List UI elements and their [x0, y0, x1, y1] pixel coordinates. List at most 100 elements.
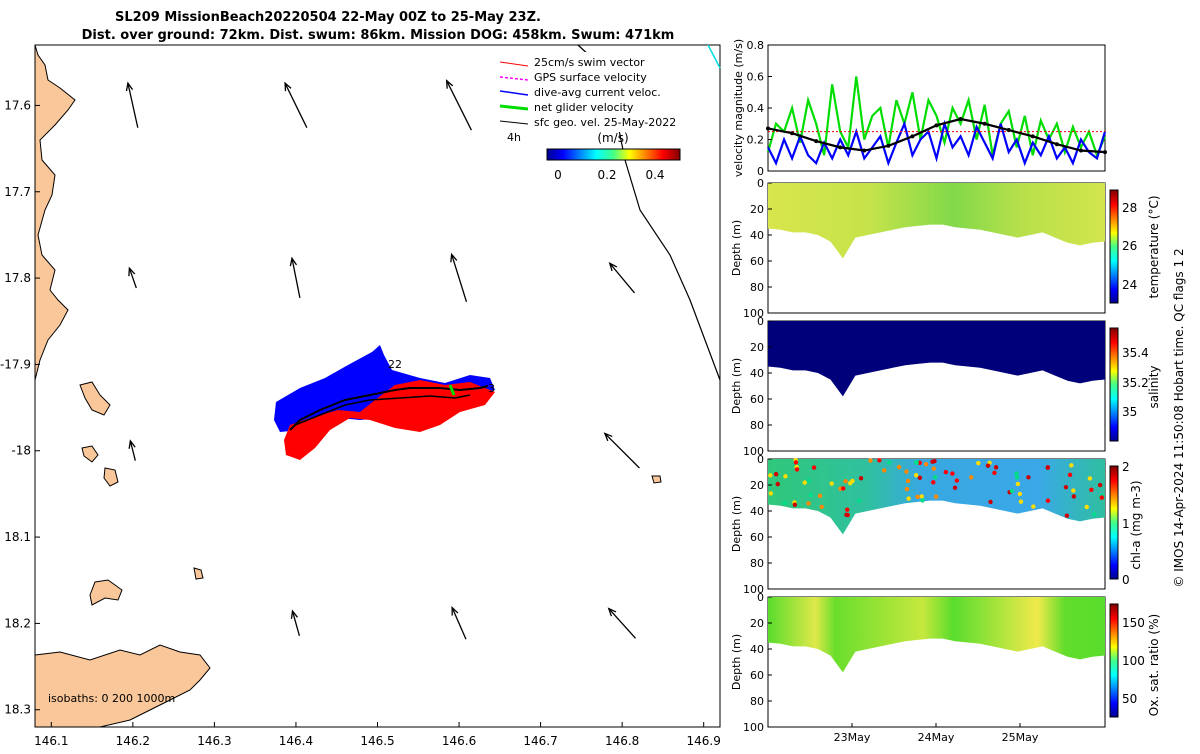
map-colorbar [546, 148, 681, 161]
oxygen-ctick-2: 50 [1122, 692, 1137, 706]
chla-spike-point [968, 475, 974, 480]
depth-tick-label: 40 [750, 643, 764, 656]
chla-spike-point [1084, 504, 1089, 510]
oxygen-field [768, 597, 1105, 673]
chla-spike-point [1087, 476, 1093, 481]
chla-spike-point [905, 478, 911, 484]
depth-axis-label: Depth (m) [730, 220, 743, 276]
geo-velocity-arrowhead [450, 252, 458, 263]
salinity-colorbar [1109, 327, 1119, 442]
map-xtick-label: 146.2 [116, 734, 150, 748]
island-4 [89, 579, 123, 606]
depth-tick-label: 80 [750, 281, 764, 294]
depth-tick-label: 60 [750, 393, 764, 406]
depth-tick-label: 40 [750, 505, 764, 518]
geo-velocity-arrowhead [451, 606, 459, 616]
depth-tick-label: 100 [743, 307, 764, 320]
chla-spike-point [845, 507, 850, 512]
chla-spike-point [952, 485, 958, 491]
colorbar-units: (m/s) [597, 131, 628, 145]
salinity-ctick-0: 35.4 [1122, 346, 1149, 360]
map-xtick-label: 146.3 [197, 734, 231, 748]
chla-spike-point [914, 460, 919, 465]
legend-label-geo: sfc geo. vel. 25-May-2022 [534, 116, 676, 129]
geo-velocity-arrowhead [284, 81, 292, 92]
depth-tick-label: 20 [750, 203, 764, 216]
depth-tick-label: 60 [750, 669, 764, 682]
map-ytick-label: 18.3 [4, 703, 31, 717]
velocity-ylabel: velocity magnitude (m/s) [732, 39, 745, 177]
geo-velocity-point [838, 145, 843, 150]
geo-velocity-arrow [451, 254, 468, 303]
glider-track [289, 385, 489, 431]
salinity-ctick-2: 35 [1122, 405, 1137, 419]
chla-spike-point [954, 478, 960, 483]
track-start-label: 22 [388, 358, 402, 371]
velocity-ytick-label: 0 [757, 165, 764, 178]
island-6 [193, 567, 204, 580]
chla-spike-point [985, 463, 991, 468]
chla-spike-point [993, 465, 999, 470]
geo-velocity-point [910, 134, 915, 139]
map-xtick-label: 146.9 [687, 734, 721, 748]
geo-velocity-arrow [291, 258, 301, 299]
oxygen-ctick-0: 150 [1122, 616, 1145, 630]
legend-note: 4h [507, 131, 521, 144]
chla-spike-point [775, 481, 780, 487]
salinity-clabel: salinity [1147, 365, 1161, 408]
chla-spike-point [896, 464, 902, 470]
footer-credit: © IMOS 14-Apr-2024 11:50:08 Hobart time.… [1172, 248, 1186, 587]
legend-swatch-geo [499, 120, 529, 125]
chla-spike-point [1018, 499, 1024, 504]
depth-axis-label: Depth (m) [730, 496, 743, 552]
temperature-clabel: temperature (°C) [1147, 196, 1161, 299]
depth-tick-label: 60 [750, 531, 764, 544]
geo-velocity-arrowhead [128, 266, 136, 277]
legend-swatch-swim [499, 61, 529, 67]
geo-velocity-point [814, 139, 819, 144]
chla-spike-point [844, 512, 849, 517]
chla-spike-point [950, 471, 955, 476]
geo-velocity-arrowhead [125, 81, 134, 92]
depth-tick-label: 80 [750, 557, 764, 570]
temperature-field [768, 183, 1105, 259]
geo-velocity-arrowhead [607, 607, 617, 617]
geo-velocity-arrow [129, 440, 136, 461]
legend-box [495, 52, 689, 132]
velocity-panel: 0 0.2 0.4 0.6 0.8 velocity magnitude (m/s) [732, 39, 1107, 178]
map-ytick-label: 17.8 [4, 271, 31, 285]
geo-velocity-point [1103, 150, 1107, 155]
depth-tick-label: 20 [750, 341, 764, 354]
chla-colorbar [1109, 465, 1119, 580]
map-xtick-label: 146.6 [442, 734, 476, 748]
depth-tick-label: 100 [743, 583, 764, 596]
geo-velocity-arrowhead [128, 439, 136, 449]
map-tick-labels: 146.1 146.2 146.3 146.4 146.5 146.6 146.7 146.8… [0, 98, 721, 748]
chla-spike-point [931, 466, 937, 471]
dive-avg-current-swath [274, 345, 495, 432]
island-2 [81, 445, 99, 463]
chla-spike-point [932, 475, 938, 480]
chla-spike-point [806, 501, 811, 506]
geo-velocity-point [958, 117, 963, 122]
depth-tick-label: 100 [743, 445, 764, 458]
depth-tick-label: 0 [757, 453, 764, 466]
title-line-1: SL209 MissionBeach20220504 22-May 00Z to… [115, 10, 541, 25]
chla-spike-point [917, 460, 922, 466]
temperature-ctick-1: 26 [1122, 239, 1137, 253]
depth-tick-label: 60 [750, 255, 764, 268]
chla-spike-point [850, 478, 855, 484]
depth-tick-label: 80 [750, 695, 764, 708]
chla-ctick-0: 2 [1122, 460, 1130, 474]
chla-ctick-1: 1 [1122, 517, 1130, 531]
chla-spike-point [992, 470, 997, 476]
velocity-ytick-label: 0.8 [747, 39, 765, 52]
mainland-coast [34, 44, 76, 381]
geo-velocity-arrow [446, 80, 473, 131]
chla-spike-point [1026, 475, 1031, 480]
chla-spike-point [1064, 513, 1070, 518]
chla-spike-point [1014, 475, 1020, 480]
isobath-label: isobaths: 0 200 1000m [48, 692, 175, 705]
legend-swatch-net [499, 104, 529, 111]
chla-spike-point [923, 462, 929, 467]
